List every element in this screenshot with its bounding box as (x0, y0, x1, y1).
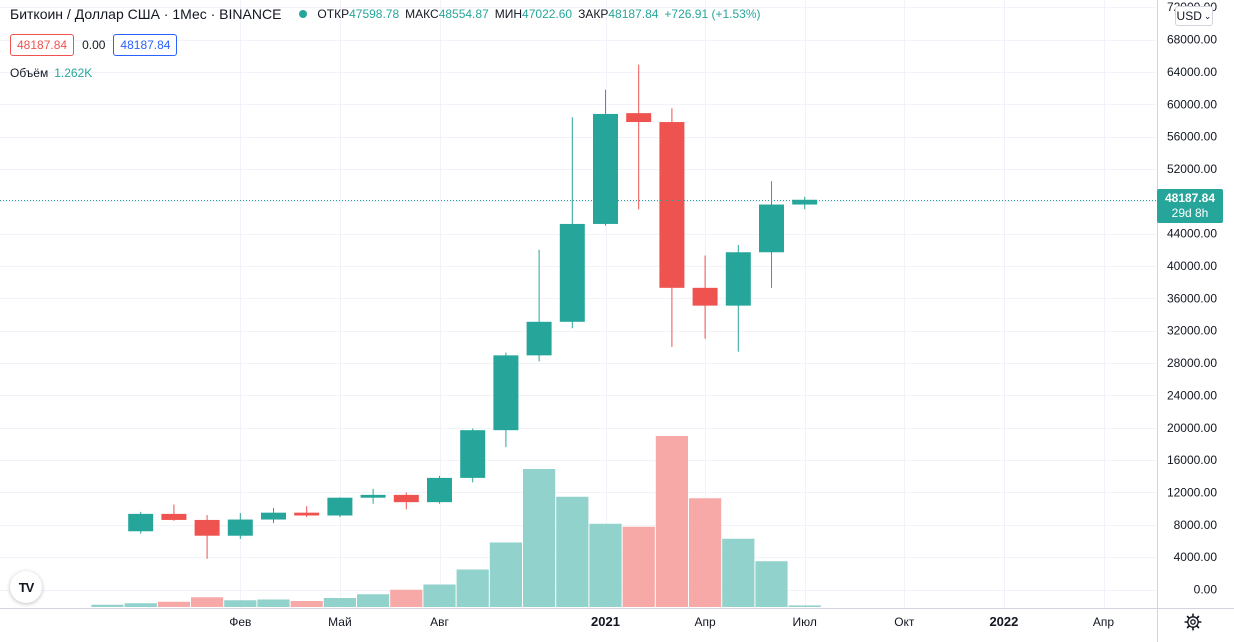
volume-bar (357, 594, 390, 607)
symbol-title[interactable]: Биткоин / Доллар США · 1Мес · BINANCE (10, 6, 282, 22)
last-price-value: 48187.84 (1164, 191, 1216, 205)
volume-legend[interactable]: Объём 1.262K (10, 66, 92, 80)
chevron-down-icon: ⌄ (1203, 10, 1212, 21)
time-axis-label: 2022 (989, 614, 1018, 629)
price-axis-label: 28000.00 (1167, 356, 1217, 370)
candle-body[interactable] (692, 287, 718, 306)
price-axis-label: 56000.00 (1167, 130, 1217, 144)
time-axis-label: Май (328, 615, 352, 629)
candle-body[interactable] (161, 513, 187, 520)
volume-bar (622, 526, 655, 607)
time-axis-label: Фев (229, 615, 251, 629)
time-axis-label: 2021 (591, 614, 620, 629)
volume-bar (290, 601, 323, 607)
volume-bar (157, 601, 190, 607)
price-axis-label: 24000.00 (1167, 388, 1217, 402)
candle-body[interactable] (792, 199, 818, 205)
ohlc-open: ОТКР47598.78 (317, 7, 400, 21)
currency-selector[interactable]: USD ⌄ (1175, 6, 1213, 26)
candle-body[interactable] (227, 519, 253, 536)
volume-bar (91, 604, 124, 607)
spread-value: 0.00 (82, 38, 106, 52)
volume-bar (755, 561, 788, 607)
time-axis-label: Июл (793, 615, 817, 629)
price-axis-label: 16000.00 (1167, 453, 1217, 467)
volume-bar (689, 498, 722, 607)
candle-body[interactable] (360, 494, 386, 498)
sell-price-button[interactable]: 48187.84 (10, 34, 75, 56)
symbol-legend: Биткоин / Доллар США · 1Мес · BINANCE ОТ… (10, 6, 761, 22)
candle-body[interactable] (393, 494, 419, 503)
volume-bar (257, 599, 290, 607)
time-axis-label: Апр (695, 615, 717, 629)
candle-body[interactable] (493, 355, 519, 431)
price-axis-label: 60000.00 (1167, 97, 1217, 111)
price-axis-label: 44000.00 (1167, 227, 1217, 241)
price-change: +726.91 (+1.53%) (664, 7, 761, 21)
volume-bar (523, 469, 556, 607)
volume-bar (589, 523, 622, 607)
candle-body[interactable] (759, 204, 784, 253)
price-axis-label: 68000.00 (1167, 33, 1217, 47)
candle-body[interactable] (460, 430, 486, 478)
time-axis-label: Апр (1093, 615, 1115, 629)
ohlc-close: ЗАКР48187.84 (578, 7, 659, 21)
price-axis-label: 52000.00 (1167, 162, 1217, 176)
price-axis-label: 32000.00 (1167, 324, 1217, 338)
price-axis-label: 0.00 (1194, 583, 1218, 597)
candle-body[interactable] (626, 113, 652, 123)
volume-label: Объём (10, 66, 49, 80)
candle-body[interactable] (294, 512, 320, 516)
candle-body[interactable] (559, 223, 585, 322)
price-axis-label: 8000.00 (1174, 518, 1218, 532)
tradingview-logo[interactable]: TV (10, 571, 42, 603)
volume-bar (489, 542, 522, 607)
volume-bar (323, 598, 356, 607)
bid-ask-bar: 48187.84 0.00 48187.84 (10, 34, 178, 56)
volume-bar (456, 569, 489, 607)
time-axis-label: Окт (894, 615, 915, 629)
volume-bar (124, 603, 157, 607)
buy-price-button[interactable]: 48187.84 (113, 34, 178, 56)
volume-bar (191, 597, 224, 607)
volume-bar (556, 496, 589, 607)
candle-body[interactable] (128, 513, 154, 532)
volume-bar (655, 436, 688, 607)
candle-body[interactable] (427, 477, 452, 503)
volume-bar (722, 538, 755, 607)
bar-countdown: 29d 8h (1171, 206, 1209, 220)
price-axis-label: 64000.00 (1167, 65, 1217, 79)
price-axis-label: 36000.00 (1167, 291, 1217, 305)
candle-body[interactable] (659, 122, 685, 288)
candle-body[interactable] (526, 321, 552, 356)
last-price-label: 48187.84 29d 8h (1157, 189, 1223, 223)
candle-body[interactable] (593, 113, 618, 224)
price-axis-label: 40000.00 (1167, 259, 1217, 273)
volume-bar (788, 605, 821, 607)
candle-body[interactable] (327, 497, 353, 516)
volume-bar (423, 584, 456, 607)
price-axis-label: 20000.00 (1167, 421, 1217, 435)
volume-bar (224, 600, 257, 607)
ohlc-low: МИН47022.60 (494, 7, 573, 21)
volume-bar (390, 589, 423, 607)
candle-body[interactable] (261, 512, 286, 520)
market-status-dot-icon[interactable] (299, 10, 308, 18)
ohlc-high: МАКС48554.87 (405, 7, 489, 21)
candle-body[interactable] (194, 519, 220, 536)
price-axis-label: 4000.00 (1174, 550, 1218, 564)
candle-body[interactable] (725, 252, 751, 306)
settings-gear-icon[interactable] (1183, 612, 1203, 632)
price-axis-label: 12000.00 (1167, 485, 1217, 499)
volume-value: 1.262K (54, 66, 93, 80)
time-axis-label: Авг (430, 615, 449, 629)
